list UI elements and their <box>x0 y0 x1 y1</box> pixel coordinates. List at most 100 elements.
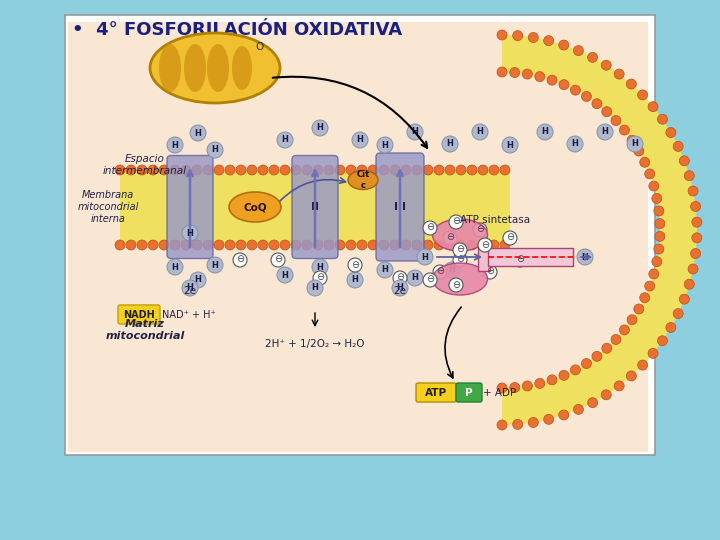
Circle shape <box>357 240 367 250</box>
Circle shape <box>167 137 183 153</box>
Text: ⊖: ⊖ <box>316 273 324 282</box>
Text: H: H <box>317 262 323 272</box>
Circle shape <box>126 240 136 250</box>
Text: H: H <box>212 260 218 269</box>
Circle shape <box>500 240 510 250</box>
Circle shape <box>115 240 125 250</box>
Circle shape <box>423 240 433 250</box>
Circle shape <box>313 240 323 250</box>
Circle shape <box>347 272 363 288</box>
Circle shape <box>412 165 422 175</box>
Text: H: H <box>382 140 388 150</box>
Ellipse shape <box>433 219 487 251</box>
Polygon shape <box>502 35 697 425</box>
Circle shape <box>649 181 659 191</box>
Circle shape <box>547 75 557 85</box>
Circle shape <box>473 223 487 237</box>
Text: H: H <box>582 253 588 261</box>
Circle shape <box>489 165 499 175</box>
Circle shape <box>181 165 191 175</box>
Circle shape <box>247 240 257 250</box>
Text: II: II <box>311 202 319 212</box>
Circle shape <box>570 85 580 95</box>
Circle shape <box>357 165 367 175</box>
Text: ⊖: ⊖ <box>426 274 434 285</box>
Circle shape <box>648 102 658 112</box>
Text: III: III <box>394 202 406 212</box>
Circle shape <box>559 370 569 380</box>
Circle shape <box>657 114 667 124</box>
Circle shape <box>626 371 636 381</box>
Text: Matriz
mitocondrial: Matriz mitocondrial <box>105 319 185 341</box>
Circle shape <box>597 124 613 140</box>
Circle shape <box>654 206 664 216</box>
Circle shape <box>567 136 583 152</box>
FancyBboxPatch shape <box>456 383 482 402</box>
Text: 2e: 2e <box>184 286 197 296</box>
Circle shape <box>559 410 569 420</box>
Text: H: H <box>477 127 483 137</box>
FancyBboxPatch shape <box>292 156 338 259</box>
Circle shape <box>528 32 539 43</box>
Circle shape <box>417 249 433 265</box>
Circle shape <box>611 116 621 125</box>
Circle shape <box>582 359 591 368</box>
Circle shape <box>483 265 497 279</box>
Circle shape <box>170 165 180 175</box>
Circle shape <box>497 67 507 77</box>
Circle shape <box>203 240 213 250</box>
Circle shape <box>654 244 664 254</box>
Text: ATP sintetasa: ATP sintetasa <box>460 215 530 225</box>
Circle shape <box>582 91 591 102</box>
Text: ⊖: ⊖ <box>481 240 489 249</box>
Text: ⊖: ⊖ <box>236 254 244 265</box>
Circle shape <box>592 352 602 361</box>
Circle shape <box>401 165 411 175</box>
Circle shape <box>247 165 257 175</box>
Ellipse shape <box>184 44 206 92</box>
Circle shape <box>573 404 583 414</box>
Circle shape <box>456 165 466 175</box>
Circle shape <box>302 240 312 250</box>
Text: H: H <box>282 136 289 145</box>
Circle shape <box>666 322 676 333</box>
Circle shape <box>588 52 598 62</box>
Circle shape <box>638 360 647 370</box>
Text: ⊖: ⊖ <box>446 233 454 242</box>
Circle shape <box>207 142 223 158</box>
Circle shape <box>368 240 378 250</box>
Circle shape <box>324 240 334 250</box>
Circle shape <box>692 217 702 227</box>
Circle shape <box>269 165 279 175</box>
Ellipse shape <box>433 263 487 295</box>
Text: H: H <box>449 266 456 274</box>
Circle shape <box>478 240 488 250</box>
Text: H: H <box>194 129 202 138</box>
Text: H: H <box>312 284 318 293</box>
Circle shape <box>137 240 147 250</box>
Circle shape <box>510 68 520 78</box>
Circle shape <box>513 31 523 40</box>
Circle shape <box>453 243 467 257</box>
Circle shape <box>445 165 455 175</box>
Circle shape <box>627 135 637 145</box>
Circle shape <box>644 281 654 291</box>
Circle shape <box>203 165 213 175</box>
Text: ⊖: ⊖ <box>452 280 460 289</box>
Circle shape <box>393 271 407 285</box>
Circle shape <box>379 165 389 175</box>
Circle shape <box>638 90 647 100</box>
Text: ⊖: ⊖ <box>516 254 524 265</box>
Circle shape <box>277 267 293 283</box>
FancyBboxPatch shape <box>376 153 424 261</box>
Circle shape <box>167 259 183 275</box>
Text: ⊖: ⊖ <box>486 267 494 276</box>
Circle shape <box>627 315 637 325</box>
Text: H: H <box>541 127 549 137</box>
Circle shape <box>513 253 527 267</box>
Circle shape <box>377 137 393 153</box>
Circle shape <box>497 383 507 393</box>
Text: H: H <box>631 139 639 148</box>
Text: Espacio
intermembranal: Espacio intermembranal <box>103 154 187 176</box>
Circle shape <box>170 240 180 250</box>
